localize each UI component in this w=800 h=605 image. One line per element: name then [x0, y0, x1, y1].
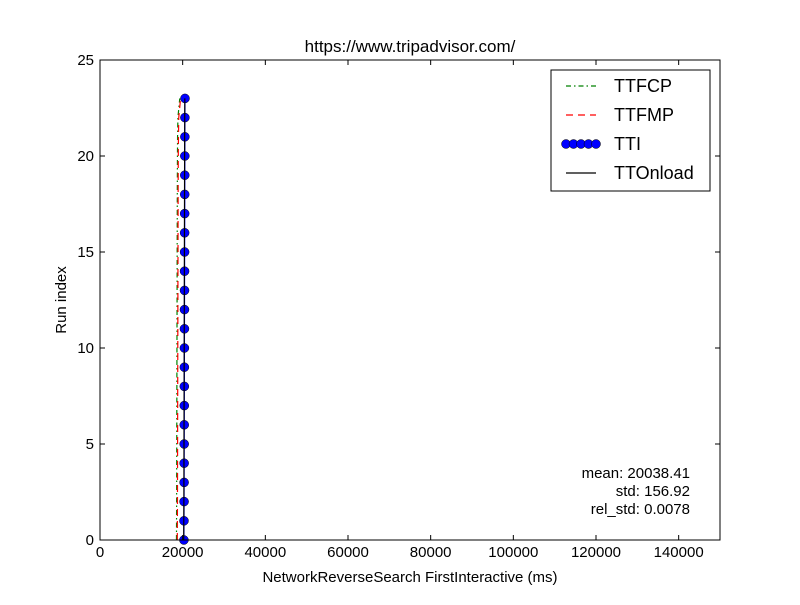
- series-ttfmp: [176, 98, 182, 541]
- x-tick-label: 20000: [162, 544, 204, 561]
- y-tick-label: 10: [77, 340, 94, 357]
- y-tick-label: 0: [86, 532, 94, 549]
- legend-box: [550, 69, 711, 192]
- x-axis: 0 20000 40000 60000 80000 100000 120000 140000: [96, 60, 704, 561]
- legend: TTFCP TTFMP TTI TTOnload: [550, 69, 711, 192]
- y-axis: 0 5 10 15 20 25: [77, 52, 720, 549]
- y-tick-label: 25: [77, 52, 94, 69]
- x-tick-label: 40000: [244, 544, 286, 561]
- y-tick-label: 20: [77, 148, 94, 165]
- x-tick-label: 60000: [327, 544, 369, 561]
- x-axis-label: NetworkReverseSearch FirstInteractive (m…: [262, 569, 557, 586]
- std-annotation: std: 156.92: [616, 483, 690, 500]
- x-tick-label: 100000: [488, 544, 538, 561]
- stats-annotation: mean: 20038.41 std: 156.92 rel_std: 0.00…: [582, 465, 690, 518]
- legend-label-ttfcp: TTFCP: [614, 76, 672, 96]
- x-tick-label: 140000: [654, 544, 704, 561]
- y-axis-label: Run index: [53, 266, 70, 334]
- series-line-ttonload: [183, 98, 186, 541]
- series-ttfcp: [175, 98, 181, 541]
- chart-title: https://www.tripadvisor.com/: [305, 37, 516, 56]
- x-tick-label: 0: [96, 544, 104, 561]
- x-tick-label: 80000: [410, 544, 452, 561]
- series-ttonload: [183, 98, 186, 541]
- series-line-ttfmp: [176, 98, 182, 541]
- legend-label-ttfmp: TTFMP: [614, 105, 674, 125]
- series-line-ttfcp: [175, 98, 181, 541]
- legend-swatch-tti: [561, 139, 601, 149]
- x-tick-label: 120000: [571, 544, 621, 561]
- plot-frame: [99, 59, 721, 541]
- rel-std-annotation: rel_std: 0.0078: [591, 501, 690, 518]
- y-tick-label: 5: [86, 436, 94, 453]
- mean-annotation: mean: 20038.41: [582, 465, 690, 482]
- y-tick-label: 15: [77, 244, 94, 261]
- legend-label-tti: TTI: [614, 134, 641, 154]
- legend-label-ttonload: TTOnload: [614, 163, 694, 183]
